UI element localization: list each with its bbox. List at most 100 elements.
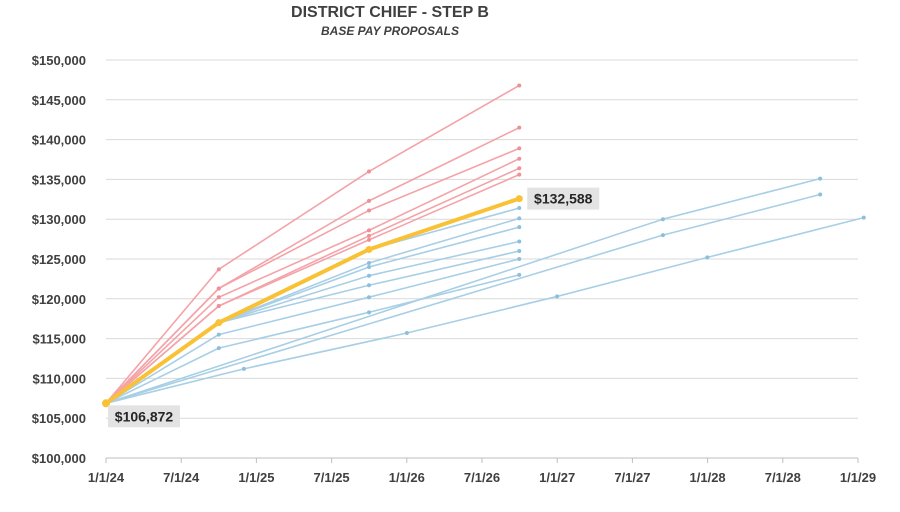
series-line — [105, 258, 521, 405]
data-point — [818, 176, 823, 181]
y-tick-label: $110,000 — [32, 371, 86, 386]
chart-subtitle: BASE PAY PROPOSALS — [320, 24, 460, 38]
x-tick-label: 1/1/26 — [389, 470, 425, 485]
axes: $100,000 $105,000 $110,000 $115,000 $120,000… — [32, 53, 876, 485]
data-point — [367, 260, 372, 265]
data-point — [367, 264, 372, 269]
series-blue-11 — [105, 257, 522, 405]
data-point — [555, 294, 560, 299]
data-point — [705, 255, 710, 260]
series-blue-15 — [105, 215, 866, 405]
data-point — [517, 206, 522, 211]
data-point — [215, 319, 223, 327]
data-point — [367, 310, 372, 315]
data-point — [517, 166, 522, 171]
series-blue-13 — [105, 176, 823, 405]
data-point — [517, 172, 522, 177]
data-point — [367, 273, 372, 278]
data-point — [404, 331, 409, 336]
y-tick-label: $150,000 — [32, 53, 86, 68]
data-point — [241, 366, 246, 371]
y-tick-label: $115,000 — [32, 332, 86, 347]
series-line — [104, 196, 522, 406]
series-line — [105, 84, 521, 405]
x-tick-label: 1/1/29 — [840, 470, 876, 485]
series-lines — [102, 83, 866, 408]
data-point — [517, 249, 522, 254]
series-blue-14 — [105, 192, 823, 405]
x-tick-label: 7/1/28 — [765, 470, 801, 485]
y-tick-label: $140,000 — [32, 133, 86, 148]
data-point — [660, 233, 665, 238]
y-tick-label: $130,000 — [32, 212, 86, 227]
data-point — [216, 346, 221, 351]
series-red-5 — [105, 172, 522, 405]
series-highlight-16 — [104, 195, 523, 406]
data-point — [216, 303, 221, 308]
data-point — [517, 125, 522, 130]
series-red-0 — [105, 83, 522, 405]
data-point — [517, 156, 522, 161]
data-point — [515, 195, 523, 203]
x-tick-label: 1/1/28 — [690, 470, 726, 485]
data-point — [367, 228, 372, 233]
data-point — [367, 295, 372, 300]
data-point — [517, 146, 522, 151]
data-point — [517, 272, 522, 277]
x-tick-label: 7/1/24 — [163, 470, 200, 485]
series-line — [105, 173, 521, 405]
data-point — [660, 217, 665, 222]
series-line — [105, 157, 521, 405]
series-line — [105, 226, 521, 405]
series-line — [105, 250, 521, 405]
data-point — [818, 192, 823, 197]
y-tick-label: $125,000 — [32, 252, 86, 267]
x-tick-label: 1/1/27 — [539, 470, 575, 485]
y-tick-label: $105,000 — [32, 411, 86, 426]
data-point — [367, 198, 372, 203]
series-red-3 — [105, 156, 522, 405]
data-label: $106,872 — [115, 408, 174, 424]
y-tick-label: $135,000 — [32, 172, 86, 187]
y-tick-label: $120,000 — [32, 292, 86, 307]
data-point — [517, 216, 522, 221]
y-tick-label: $145,000 — [32, 93, 86, 108]
data-point — [216, 267, 221, 272]
series-line — [105, 216, 865, 405]
series-blue-7 — [105, 216, 522, 405]
data-point — [367, 233, 372, 238]
data-point — [517, 83, 522, 88]
series-line — [105, 274, 521, 405]
x-tick-label: 7/1/27 — [614, 470, 650, 485]
series-blue-8 — [105, 225, 522, 405]
data-point — [517, 225, 522, 230]
data-point — [216, 295, 221, 300]
x-tick-label: 1/1/24 — [88, 470, 125, 485]
data-point — [365, 245, 373, 253]
data-point — [216, 286, 221, 291]
series-line — [105, 147, 521, 405]
series-blue-12 — [105, 272, 522, 405]
data-label-bg — [108, 405, 180, 428]
data-label: $132,588 — [534, 191, 593, 207]
series-red-2 — [105, 146, 522, 405]
data-point — [367, 283, 372, 288]
x-tick-label: 7/1/26 — [464, 470, 500, 485]
data-point — [367, 208, 372, 213]
gridlines — [106, 59, 858, 459]
chart-title: DISTRICT CHIEF - STEP B — [291, 4, 489, 21]
x-tick-label: 7/1/25 — [314, 470, 350, 485]
y-tick-label: $100,000 — [32, 451, 86, 466]
data-point — [367, 169, 372, 174]
series-line — [105, 177, 821, 405]
data-labels: $106,872 $132,588 — [108, 187, 600, 428]
data-point — [517, 257, 522, 261]
data-point — [517, 239, 522, 244]
data-point — [216, 332, 221, 337]
data-point — [861, 215, 866, 220]
x-tick-label: 1/1/25 — [238, 470, 274, 485]
data-point — [367, 237, 372, 242]
data-label-bg — [527, 187, 600, 210]
